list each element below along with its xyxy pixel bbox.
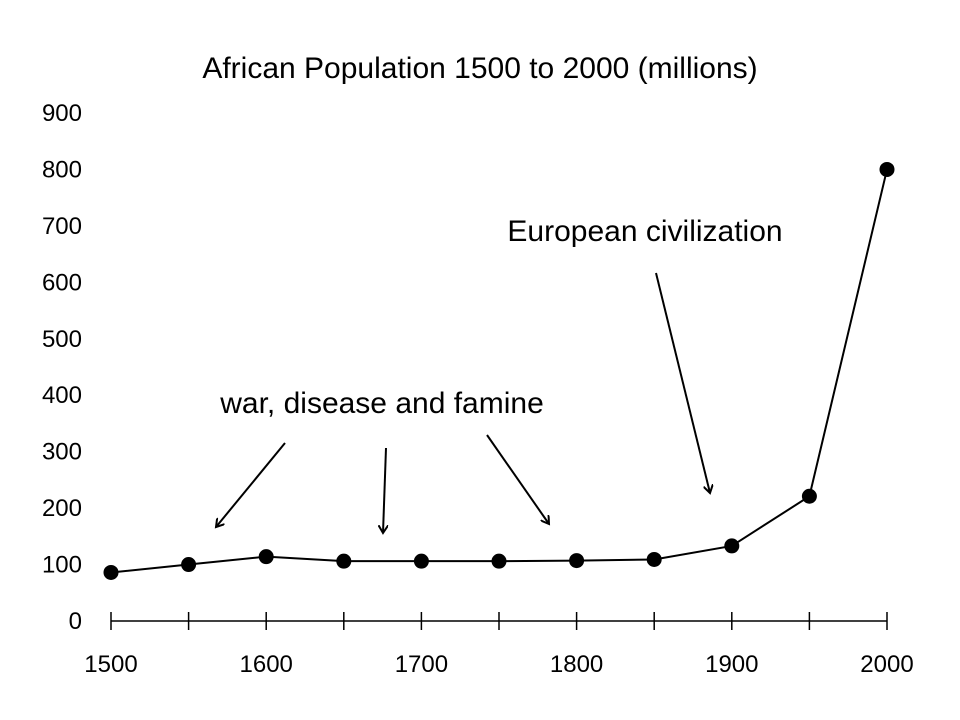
data-point-1900	[724, 538, 740, 554]
annotation-arrow-1675	[383, 447, 386, 533]
x-axis-tick-labels: 1500 1600 1700 1800 1900 2000	[84, 651, 913, 678]
y-axis-tick-labels: 0 100 200 300 400 500 600 700 800 900	[42, 100, 82, 635]
annotation-war-disease-famine: war, disease and famine	[216, 387, 549, 533]
x-tick-label-1500: 1500	[84, 651, 137, 678]
y-tick-label-400: 400	[42, 382, 82, 409]
y-tick-label-900: 900	[42, 100, 82, 127]
data-point-1550	[181, 557, 197, 573]
annotation-label-european-civilization: European civilization	[507, 215, 782, 248]
annotation-european-civilization: European civilization	[507, 215, 783, 493]
x-tick-label-2000: 2000	[860, 651, 913, 678]
y-tick-label-200: 200	[42, 495, 82, 522]
chart-title: African Population 1500 to 2000 (million…	[202, 52, 757, 85]
annotation-arrow-1560	[216, 442, 286, 527]
y-tick-label-100: 100	[42, 552, 82, 579]
y-tick-label-600: 600	[42, 269, 82, 296]
data-point-1650	[336, 553, 352, 569]
y-tick-label-300: 300	[42, 439, 82, 466]
data-point-1750	[491, 553, 507, 569]
data-point-1700	[413, 553, 429, 569]
x-tick-label-1800: 1800	[550, 651, 603, 678]
data-point-1600	[258, 549, 274, 565]
data-point-1850	[646, 551, 662, 567]
annotation-label-war-disease-famine: war, disease and famine	[219, 387, 544, 420]
population-series	[103, 161, 895, 580]
x-tick-label-1700: 1700	[395, 651, 448, 678]
x-tick-label-1900: 1900	[705, 651, 758, 678]
data-point-1950	[801, 488, 817, 504]
y-tick-label-800: 800	[42, 156, 82, 183]
y-tick-label-0: 0	[69, 608, 82, 635]
annotation-arrow-1885	[655, 272, 710, 493]
annotation-arrow-1785	[486, 434, 549, 524]
y-tick-label-500: 500	[42, 326, 82, 353]
y-tick-label-700: 700	[42, 213, 82, 240]
data-point-1800	[569, 553, 585, 569]
data-point-1500	[103, 564, 119, 580]
x-axis	[110, 612, 888, 630]
data-point-2000	[879, 161, 895, 177]
x-tick-label-1600: 1600	[240, 651, 293, 678]
